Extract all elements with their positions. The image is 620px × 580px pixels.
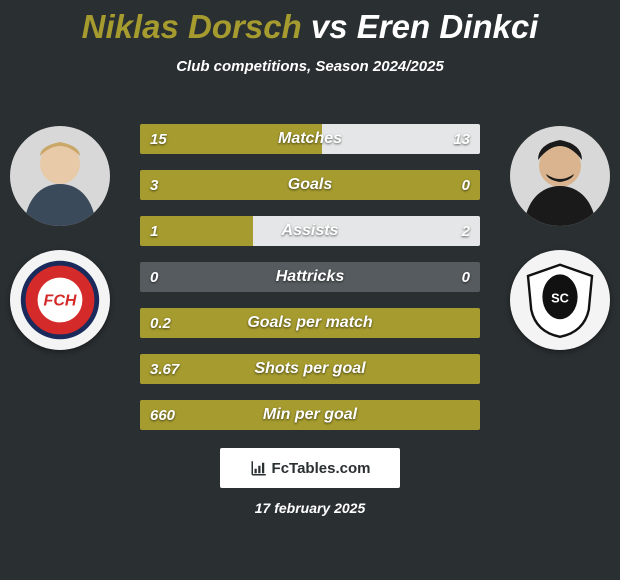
svg-text:SC: SC [551, 290, 569, 305]
stat-value-player2 [460, 308, 480, 338]
stat-label: Min per goal [140, 400, 480, 430]
club-badge-right-icon: SC [520, 260, 600, 340]
stat-row: Shots per goal3.67 [140, 354, 480, 384]
stat-row: Assists1 2 [140, 216, 480, 246]
stat-value-player1: 1 [140, 216, 168, 246]
stat-value-player1: 3.67 [140, 354, 189, 384]
comparison-title: Niklas Dorsch vs Eren Dinkci [0, 0, 620, 46]
vs-text: vs [311, 8, 348, 45]
stat-row: Matches15 13 [140, 124, 480, 154]
stat-label: Matches [140, 124, 480, 154]
stat-value-player2: 13 [443, 124, 480, 154]
stat-label: Goals [140, 170, 480, 200]
stat-value-player1: 0.2 [140, 308, 181, 338]
footer-date: 17 february 2025 [0, 500, 620, 516]
stat-value-player1: 660 [140, 400, 185, 430]
person-silhouette-icon [10, 126, 110, 226]
stat-value-player2: 0 [452, 262, 480, 292]
stat-row: Hattricks0 0 [140, 262, 480, 292]
player2-club-badge: SC [510, 250, 610, 350]
stat-value-player2 [460, 354, 480, 384]
stat-bars: Matches1513Goals30Assists12Hattricks00Go… [140, 124, 480, 446]
stat-label: Shots per goal [140, 354, 480, 384]
stat-value-player1: 0 [140, 262, 168, 292]
source-logo-text: FcTables.com [272, 460, 371, 477]
stat-value-player2: 0 [452, 170, 480, 200]
subtitle: Club competitions, Season 2024/2025 [0, 58, 620, 75]
club-badge-left-icon: FCH [20, 260, 100, 340]
stat-value-player2: 2 [452, 216, 480, 246]
stat-label: Goals per match [140, 308, 480, 338]
stat-label: Hattricks [140, 262, 480, 292]
player1-name: Niklas Dorsch [82, 8, 302, 45]
player1-club-badge: FCH [10, 250, 110, 350]
player2-name: Eren Dinkci [357, 8, 539, 45]
stat-value-player1: 3 [140, 170, 168, 200]
stat-row: Goals per match0.2 [140, 308, 480, 338]
svg-text:FCH: FCH [44, 293, 77, 310]
player1-avatar [10, 126, 110, 226]
player2-avatar [510, 126, 610, 226]
stat-label: Assists [140, 216, 480, 246]
stat-value-player1: 15 [140, 124, 177, 154]
stat-value-player2 [460, 400, 480, 430]
source-logo: FcTables.com [220, 448, 400, 488]
stat-row: Min per goal660 [140, 400, 480, 430]
person-silhouette-icon [510, 126, 610, 226]
stat-row: Goals3 0 [140, 170, 480, 200]
bar-chart-icon [250, 459, 268, 477]
